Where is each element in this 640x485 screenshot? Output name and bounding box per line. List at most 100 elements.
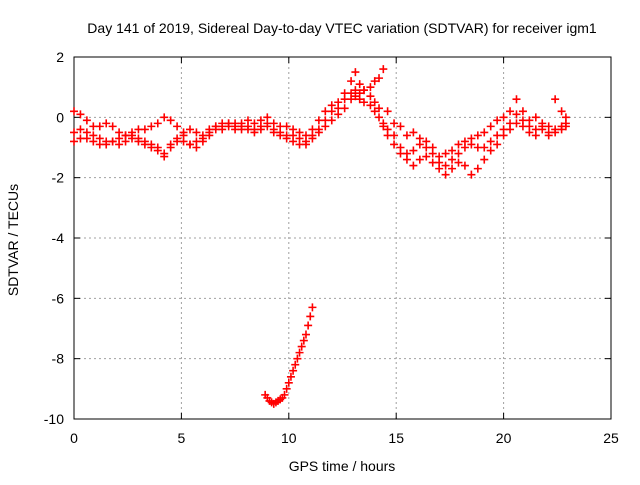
data-point (347, 95, 356, 104)
data-point (76, 125, 85, 134)
data-point (486, 146, 495, 155)
data-point (282, 134, 291, 143)
data-point (198, 134, 207, 143)
data-point (95, 122, 104, 131)
x-tick-label: 5 (178, 430, 186, 446)
data-point (102, 140, 111, 149)
data-point (134, 134, 143, 143)
data-point (340, 104, 349, 113)
data-point (351, 86, 360, 95)
data-point (263, 122, 272, 131)
y-tick-label: 0 (56, 109, 64, 125)
data-point (306, 312, 315, 321)
data-point (448, 164, 457, 173)
data-point (506, 107, 515, 116)
data-point (383, 107, 392, 116)
y-tick-label: -6 (52, 290, 65, 306)
data-point (293, 354, 302, 363)
data-point (289, 137, 298, 146)
data-point (531, 113, 540, 122)
data-point (308, 303, 317, 312)
data-point (415, 140, 424, 149)
data-point (486, 122, 495, 131)
data-point (518, 107, 527, 116)
data-point (82, 134, 91, 143)
series-track-dip (261, 303, 317, 408)
data-point (448, 146, 457, 155)
data-point (551, 128, 560, 137)
data-point (321, 122, 330, 131)
y-tick-label: 2 (56, 49, 64, 65)
x-tick-label: 20 (496, 430, 512, 446)
data-point (366, 101, 375, 110)
axis-ticks (73, 56, 612, 420)
data-point (301, 330, 310, 339)
data-point (359, 86, 368, 95)
data-point (480, 143, 489, 152)
data-point (415, 155, 424, 164)
data-point (422, 152, 431, 161)
data-point (467, 140, 476, 149)
y-axis-tick-labels: 2 0 -2 -4 -6 -8 -10 (44, 49, 64, 427)
data-point (327, 107, 336, 116)
data-point (531, 131, 540, 140)
data-point (506, 125, 515, 134)
data-point (286, 372, 295, 381)
data-point (327, 116, 336, 125)
data-point (127, 131, 136, 140)
data-point (334, 110, 343, 119)
data-point (108, 137, 117, 146)
data-point (493, 140, 502, 149)
data-point (499, 131, 508, 140)
data-point (375, 104, 384, 113)
x-tick-label: 15 (388, 430, 404, 446)
data-point (454, 140, 463, 149)
data-point (396, 149, 405, 158)
data-point (140, 125, 149, 134)
data-point (250, 128, 259, 137)
data-point (243, 125, 252, 134)
data-point (308, 134, 317, 143)
x-tick-label: 10 (281, 430, 297, 446)
data-point (390, 119, 399, 128)
data-point (499, 113, 508, 122)
x-tick-label: 0 (70, 430, 78, 446)
data-point (82, 116, 91, 125)
data-point (460, 143, 469, 152)
data-point (460, 161, 469, 170)
data-point (525, 128, 534, 137)
series-track-lower (70, 86, 570, 179)
data-point (428, 158, 437, 167)
data-point (70, 137, 78, 146)
data-point (441, 170, 450, 179)
data-point (76, 110, 85, 119)
data-point (282, 384, 291, 393)
data-point (557, 107, 566, 116)
y-tick-label: -2 (52, 170, 65, 186)
data-point (435, 164, 444, 173)
x-tick-label: 25 (603, 430, 619, 446)
data-point (557, 125, 566, 134)
data-point (269, 128, 278, 137)
data-point (473, 131, 482, 140)
data-point (428, 149, 437, 158)
data-point (512, 119, 521, 128)
data-point (173, 122, 182, 131)
data-point (218, 125, 227, 134)
data-point (153, 143, 162, 152)
data-point (454, 158, 463, 167)
data-point (409, 161, 418, 170)
y-tick-label: -10 (44, 411, 64, 427)
y-tick-label: -8 (52, 351, 65, 367)
data-point (282, 122, 291, 131)
data-point (518, 122, 527, 131)
data-point (166, 143, 175, 152)
data-point (299, 336, 308, 345)
data-point (370, 77, 379, 86)
data-point (473, 164, 482, 173)
data-point (347, 77, 356, 86)
data-point (166, 116, 175, 125)
x-axis-label: GPS time / hours (289, 458, 396, 474)
data-point (480, 128, 489, 137)
